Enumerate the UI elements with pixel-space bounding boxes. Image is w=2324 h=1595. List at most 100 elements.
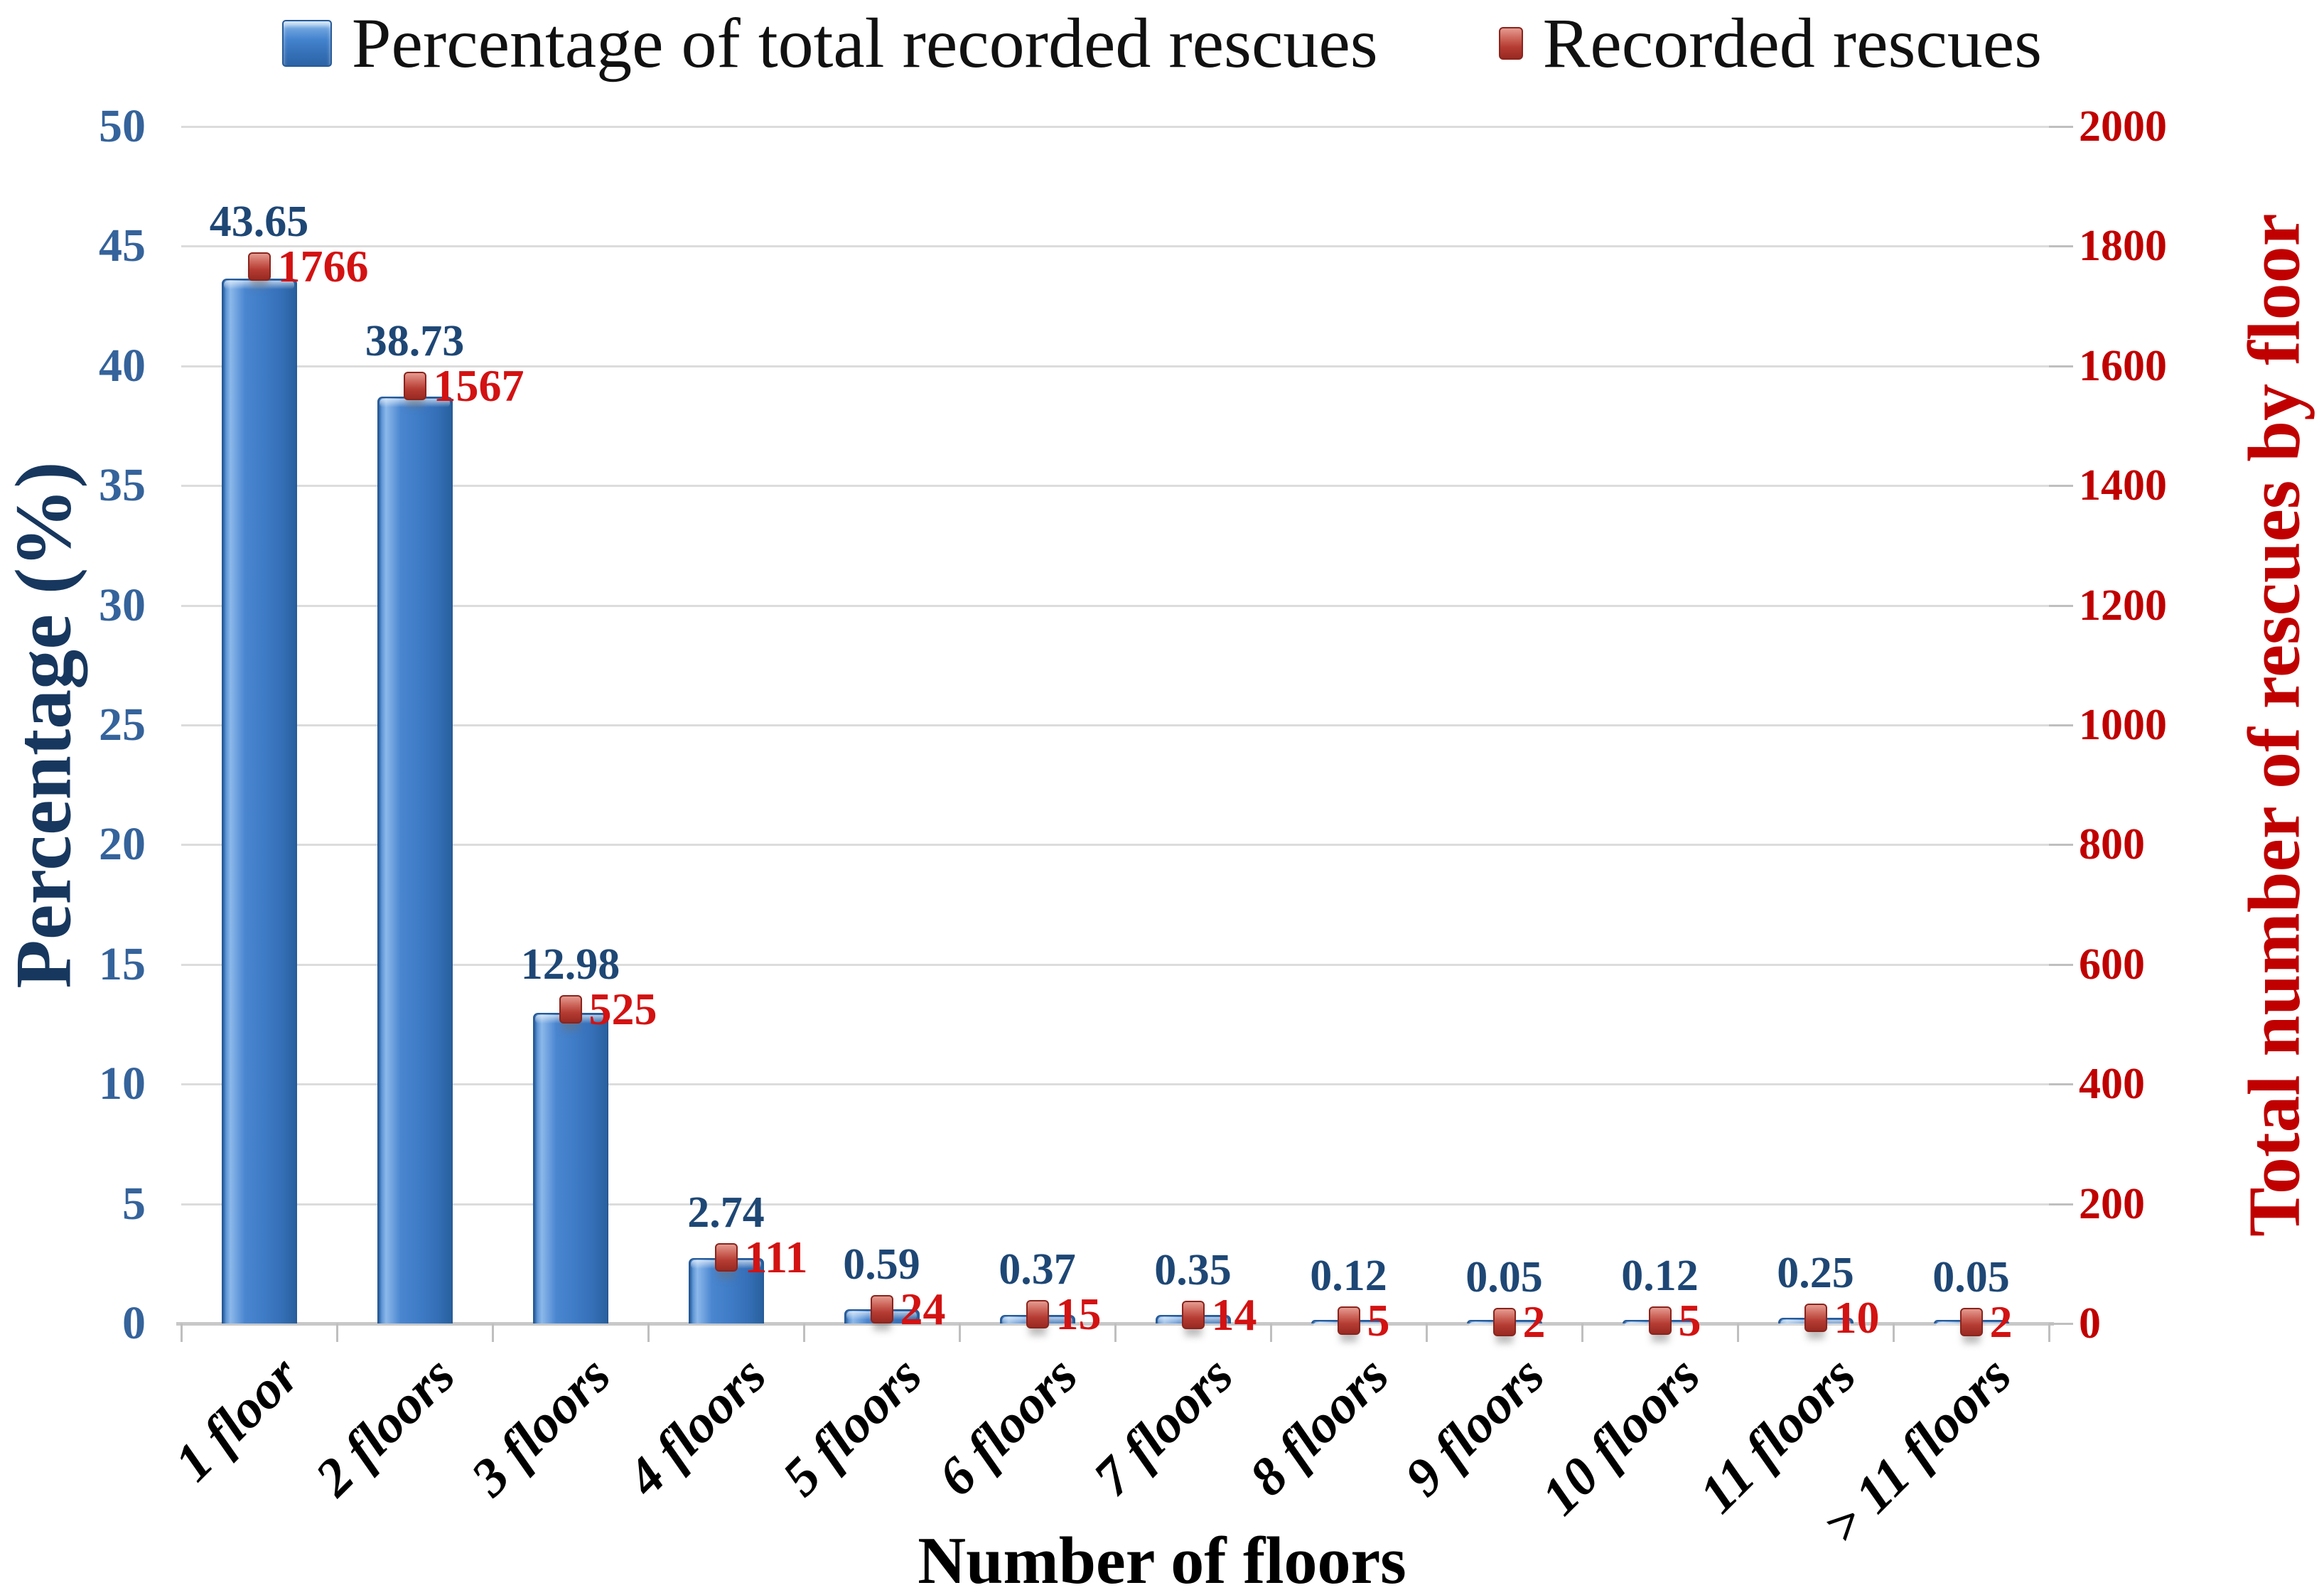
right-axis-tick-label: 2000	[2079, 102, 2167, 151]
x-axis-tick-mark	[1893, 1323, 1895, 1342]
right-axis-tick-label: 800	[2079, 820, 2145, 869]
legend-marker-swatch-icon	[1498, 27, 1523, 60]
right-axis-tick-mark	[2049, 1323, 2073, 1325]
right-axis-tick-mark	[2049, 245, 2073, 248]
x-axis-tick-mark	[1426, 1323, 1428, 1342]
gridline	[181, 724, 2049, 726]
percentage-value-label: 38.73	[365, 316, 465, 365]
legend: Percentage of total recorded rescues Rec…	[0, 4, 2324, 82]
rescue-count-label: 5	[1678, 1294, 1701, 1346]
gridline	[181, 1083, 2049, 1086]
percentage-value-label: 12.98	[520, 940, 620, 989]
right-axis-tick-mark	[2049, 126, 2073, 128]
gridline	[181, 365, 2049, 367]
right-axis-tick-mark	[2049, 485, 2073, 488]
percentage-value-label: 2.74	[687, 1188, 765, 1237]
percentage-value-label: 0.35	[1154, 1246, 1232, 1295]
legend-bar-swatch-icon	[281, 20, 332, 67]
x-axis-title: Number of floors	[918, 1524, 1406, 1595]
right-axis-tick-label: 400	[2079, 1060, 2145, 1109]
gridline	[181, 245, 2049, 248]
right-axis-tick-label: 1800	[2079, 222, 2167, 271]
rescue-marker-1-floor	[247, 252, 271, 281]
rescue-marker-2-floors	[403, 371, 426, 400]
rescue-marker-5-floors	[870, 1294, 893, 1323]
x-axis-tick-mark	[647, 1323, 650, 1342]
left-axis-tick-label: 5	[122, 1177, 146, 1230]
x-axis-tick-mark	[336, 1323, 338, 1342]
rescue-count-label: 14	[1211, 1289, 1257, 1341]
rescue-marker-4-floors	[714, 1242, 738, 1272]
rescue-count-label: 2	[1989, 1296, 2013, 1348]
rescue-count-label: 10	[1834, 1291, 1880, 1343]
left-axis-tick-label: 15	[99, 938, 146, 990]
right-axis-tick-mark	[2049, 963, 2073, 966]
bar-2-floors	[377, 396, 453, 1323]
rescue-count-label: 24	[900, 1283, 946, 1334]
rescue-count-label: 1766	[277, 241, 369, 292]
legend-label-percentage: Percentage of total recorded rescues	[351, 4, 1378, 82]
rescue-count-label: 5	[1367, 1294, 1390, 1346]
x-axis-tick-mark	[492, 1323, 494, 1342]
x-axis-tick-mark	[959, 1323, 961, 1342]
rescue-count-label: 525	[588, 983, 657, 1034]
rescue-marker-3-floors	[559, 994, 582, 1024]
right-axis-tick-mark	[2049, 604, 2073, 607]
rescue-marker-10-floors	[1648, 1306, 1672, 1335]
percentage-value-label: 43.65	[209, 198, 309, 247]
bar-3-floors	[532, 1012, 608, 1323]
percentage-value-label: 0.25	[1777, 1248, 1854, 1297]
legend-label-recorded-rescues: Recorded rescues	[1542, 4, 2043, 82]
percentage-value-label: 0.05	[1932, 1253, 2010, 1302]
right-axis-tick-label: 600	[2079, 940, 2145, 989]
percentage-value-label: 0.59	[843, 1240, 920, 1289]
rescue-count-label: 1567	[433, 360, 524, 411]
percentage-value-label: 0.12	[1621, 1251, 1699, 1300]
left-axis-tick-label: 10	[99, 1058, 146, 1110]
rescue-marker-8-floors	[1337, 1306, 1360, 1335]
right-axis-tick-label: 1000	[2079, 701, 2167, 749]
gridline	[181, 963, 2049, 966]
right-axis-tick-label: 1600	[2079, 341, 2167, 390]
gridline	[181, 126, 2049, 128]
right-axis-tick-label: 1400	[2079, 461, 2167, 510]
x-axis-tick-mark	[1270, 1323, 1272, 1342]
right-axis-tick-label: 200	[2079, 1179, 2145, 1228]
right-axis-tick-mark	[2049, 1203, 2073, 1205]
right-axis-tick-mark	[2049, 844, 2073, 847]
x-axis-tick-mark	[1581, 1323, 1583, 1342]
rescue-marker-11-floors	[1804, 1303, 1827, 1332]
x-axis-tick-mark	[1114, 1323, 1117, 1342]
rescue-count-label: 15	[1055, 1289, 1102, 1340]
left-axis-tick-label: 25	[99, 699, 146, 751]
rescue-count-label: 2	[1522, 1296, 1546, 1348]
gridline	[181, 604, 2049, 607]
left-axis-tick-label: 0	[122, 1297, 146, 1349]
rescue-marker--11-floors	[1959, 1308, 1983, 1337]
left-axis-tick-label: 30	[99, 579, 146, 631]
rescue-marker-7-floors	[1181, 1301, 1205, 1330]
left-axis-tick-label: 35	[99, 459, 146, 512]
percentage-value-label: 0.12	[1310, 1251, 1387, 1300]
gridline	[181, 485, 2049, 488]
right-axis-tick-mark	[2049, 724, 2073, 726]
rescue-count-label: 111	[744, 1231, 808, 1282]
left-axis-tick-label: 45	[99, 220, 146, 272]
left-axis-tick-label: 40	[99, 339, 146, 392]
right-axis-tick-mark	[2049, 1083, 2073, 1086]
percentage-value-label: 0.37	[999, 1245, 1076, 1294]
left-axis-tick-label: 50	[99, 100, 146, 152]
x-axis-tick-mark	[181, 1323, 183, 1342]
bar-1-floor	[221, 278, 297, 1323]
x-axis-tick-mark	[803, 1323, 805, 1342]
right-axis-tick-label: 1200	[2079, 581, 2167, 630]
left-axis-tick-label: 20	[99, 818, 146, 871]
x-axis-tick-mark	[1737, 1323, 1739, 1342]
gridline	[181, 844, 2049, 847]
rescue-marker-6-floors	[1026, 1300, 1049, 1329]
x-axis-tick-mark	[2048, 1323, 2050, 1342]
rescue-marker-9-floors	[1492, 1308, 1516, 1337]
percentage-value-label: 0.05	[1465, 1253, 1543, 1302]
